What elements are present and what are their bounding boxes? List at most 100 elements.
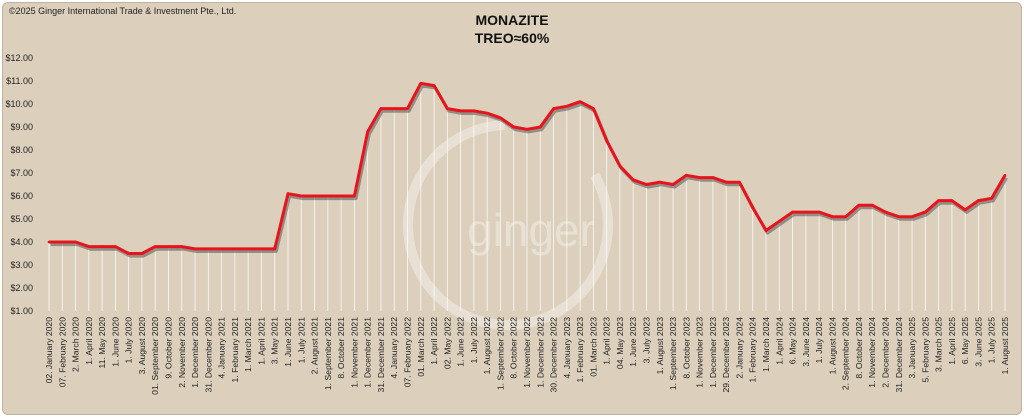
data-point [724, 180, 728, 184]
data-point [485, 111, 489, 115]
x-tick-label: 01. September 2020 [150, 317, 160, 395]
watermark-text: ginger [467, 204, 595, 256]
x-tick-label: 1. December 2020 [190, 317, 200, 388]
x-tick-label: 1. March 2021 [243, 317, 253, 372]
x-tick-label: 1. February 2021 [230, 317, 240, 383]
x-tick-label: 3. July 2023 [642, 317, 652, 364]
x-tick-label: 1. April 2020 [84, 317, 94, 365]
x-tick-label: 5. February 2025 [920, 317, 930, 383]
y-tick-label: $10.00 [5, 99, 33, 109]
data-point [74, 240, 77, 244]
x-tick-label: 2. August 2021 [310, 317, 320, 375]
data-point [379, 107, 383, 110]
x-tick-label: 1. June 2021 [283, 317, 293, 367]
y-tick-label: $2.00 [10, 283, 33, 293]
data-point [671, 183, 675, 186]
x-tick-label: 8. October 2024 [854, 317, 864, 379]
data-point [804, 210, 808, 214]
x-tick-label: 6. May 2024 [788, 317, 798, 365]
data-point [432, 84, 436, 87]
x-tick-label: 1. September 2022 [495, 317, 505, 390]
data-point [286, 192, 290, 195]
data-point [220, 247, 223, 251]
x-tick-label: 1. December 2023 [708, 317, 718, 388]
data-point [645, 183, 648, 186]
x-tick-label: 4. January 2021 [217, 317, 227, 379]
x-tick-label: 8. October 2021 [336, 317, 346, 379]
x-tick-label: 1. August 2022 [482, 317, 492, 375]
x-tick-label: 8. October 2022 [509, 317, 519, 379]
x-tick-label: 31. December 2024 [894, 317, 904, 393]
data-point [791, 210, 794, 214]
x-tick-label: 1. April 2025 [947, 317, 957, 365]
y-tick-label: $9.00 [10, 122, 33, 132]
x-tick-label: 1. November 2022 [522, 317, 532, 388]
x-axis: 02. January 2020 07. February 2020 2. Marc… [44, 317, 1010, 395]
data-point [711, 176, 715, 179]
x-tick-label: 3. March 2025 [934, 317, 944, 372]
x-tick-label: 01. March 2023 [588, 317, 598, 377]
x-tick-label: 1. July 2024 [814, 317, 824, 364]
x-tick-label: 3. January 2025 [907, 317, 917, 379]
y-tick-label: $5.00 [10, 214, 33, 224]
data-point [193, 247, 197, 251]
x-tick-label: 1. August 2023 [655, 317, 665, 375]
x-tick-label: 01. March 2022 [416, 317, 426, 377]
data-point [47, 240, 51, 244]
series-line-shadow [50, 84, 1008, 258]
data-point [100, 245, 104, 248]
x-tick-label: 1. August 2024 [827, 317, 837, 375]
data-point [180, 245, 184, 248]
data-point [870, 203, 874, 207]
copyright-notice: ©2025 Ginger International Trade & Inves… [9, 6, 237, 16]
data-point [857, 203, 861, 207]
data-point [565, 105, 569, 108]
data-point [897, 215, 901, 218]
data-point [446, 107, 449, 110]
data-point [127, 252, 130, 255]
data-point [817, 210, 821, 214]
x-tick-label: 1. April 2023 [602, 317, 612, 365]
data-point [260, 247, 263, 251]
x-tick-label: 1. August 2025 [1000, 317, 1010, 375]
data-point [299, 194, 303, 198]
data-point [924, 210, 927, 214]
data-point [60, 240, 64, 244]
data-point [605, 139, 608, 143]
data-point [140, 252, 144, 255]
data-point [392, 107, 396, 110]
y-tick-label: $7.00 [10, 168, 33, 178]
x-tick-label: 1. December 2021 [363, 317, 373, 388]
x-tick-label: 2. December 2024 [881, 317, 891, 388]
data-point [525, 128, 529, 131]
data-point [512, 125, 516, 129]
data-point [167, 245, 170, 248]
line-chart: ginger $12.00 $11.00 $10.00 $9.00 $8.00 $7.00… [5, 53, 1010, 395]
x-tick-label: 31. December 2020 [203, 317, 213, 393]
data-point [353, 194, 356, 198]
y-tick-label: $11.00 [6, 76, 33, 86]
x-tick-label: 02. May 2022 [442, 317, 452, 369]
x-tick-label: 3. June 2025 [973, 317, 983, 367]
x-tick-label: 2. January 2024 [734, 317, 744, 379]
data-point [764, 229, 768, 232]
x-tick-label: 4. January 2023 [562, 317, 572, 379]
x-tick-label: 3. May 2021 [270, 317, 280, 365]
y-tick-label: $8.00 [10, 145, 33, 155]
x-tick-label: 30. December 2022 [549, 317, 559, 393]
data-point [313, 194, 316, 198]
x-tick-label: 04. May 2023 [615, 317, 625, 369]
x-tick-label: 1. November 2023 [695, 317, 705, 388]
data-point [937, 199, 940, 202]
data-point [831, 215, 834, 218]
drop-lines [48, 83, 1006, 311]
x-tick-label: 8. October 2023 [681, 317, 691, 379]
data-point [990, 197, 994, 200]
data-point [459, 109, 462, 113]
data-point [777, 220, 781, 223]
x-tick-label: 29. December 2023 [721, 317, 731, 393]
x-tick-label: 1. June 2020 [110, 317, 120, 367]
data-point [472, 109, 476, 113]
data-point [910, 215, 914, 218]
